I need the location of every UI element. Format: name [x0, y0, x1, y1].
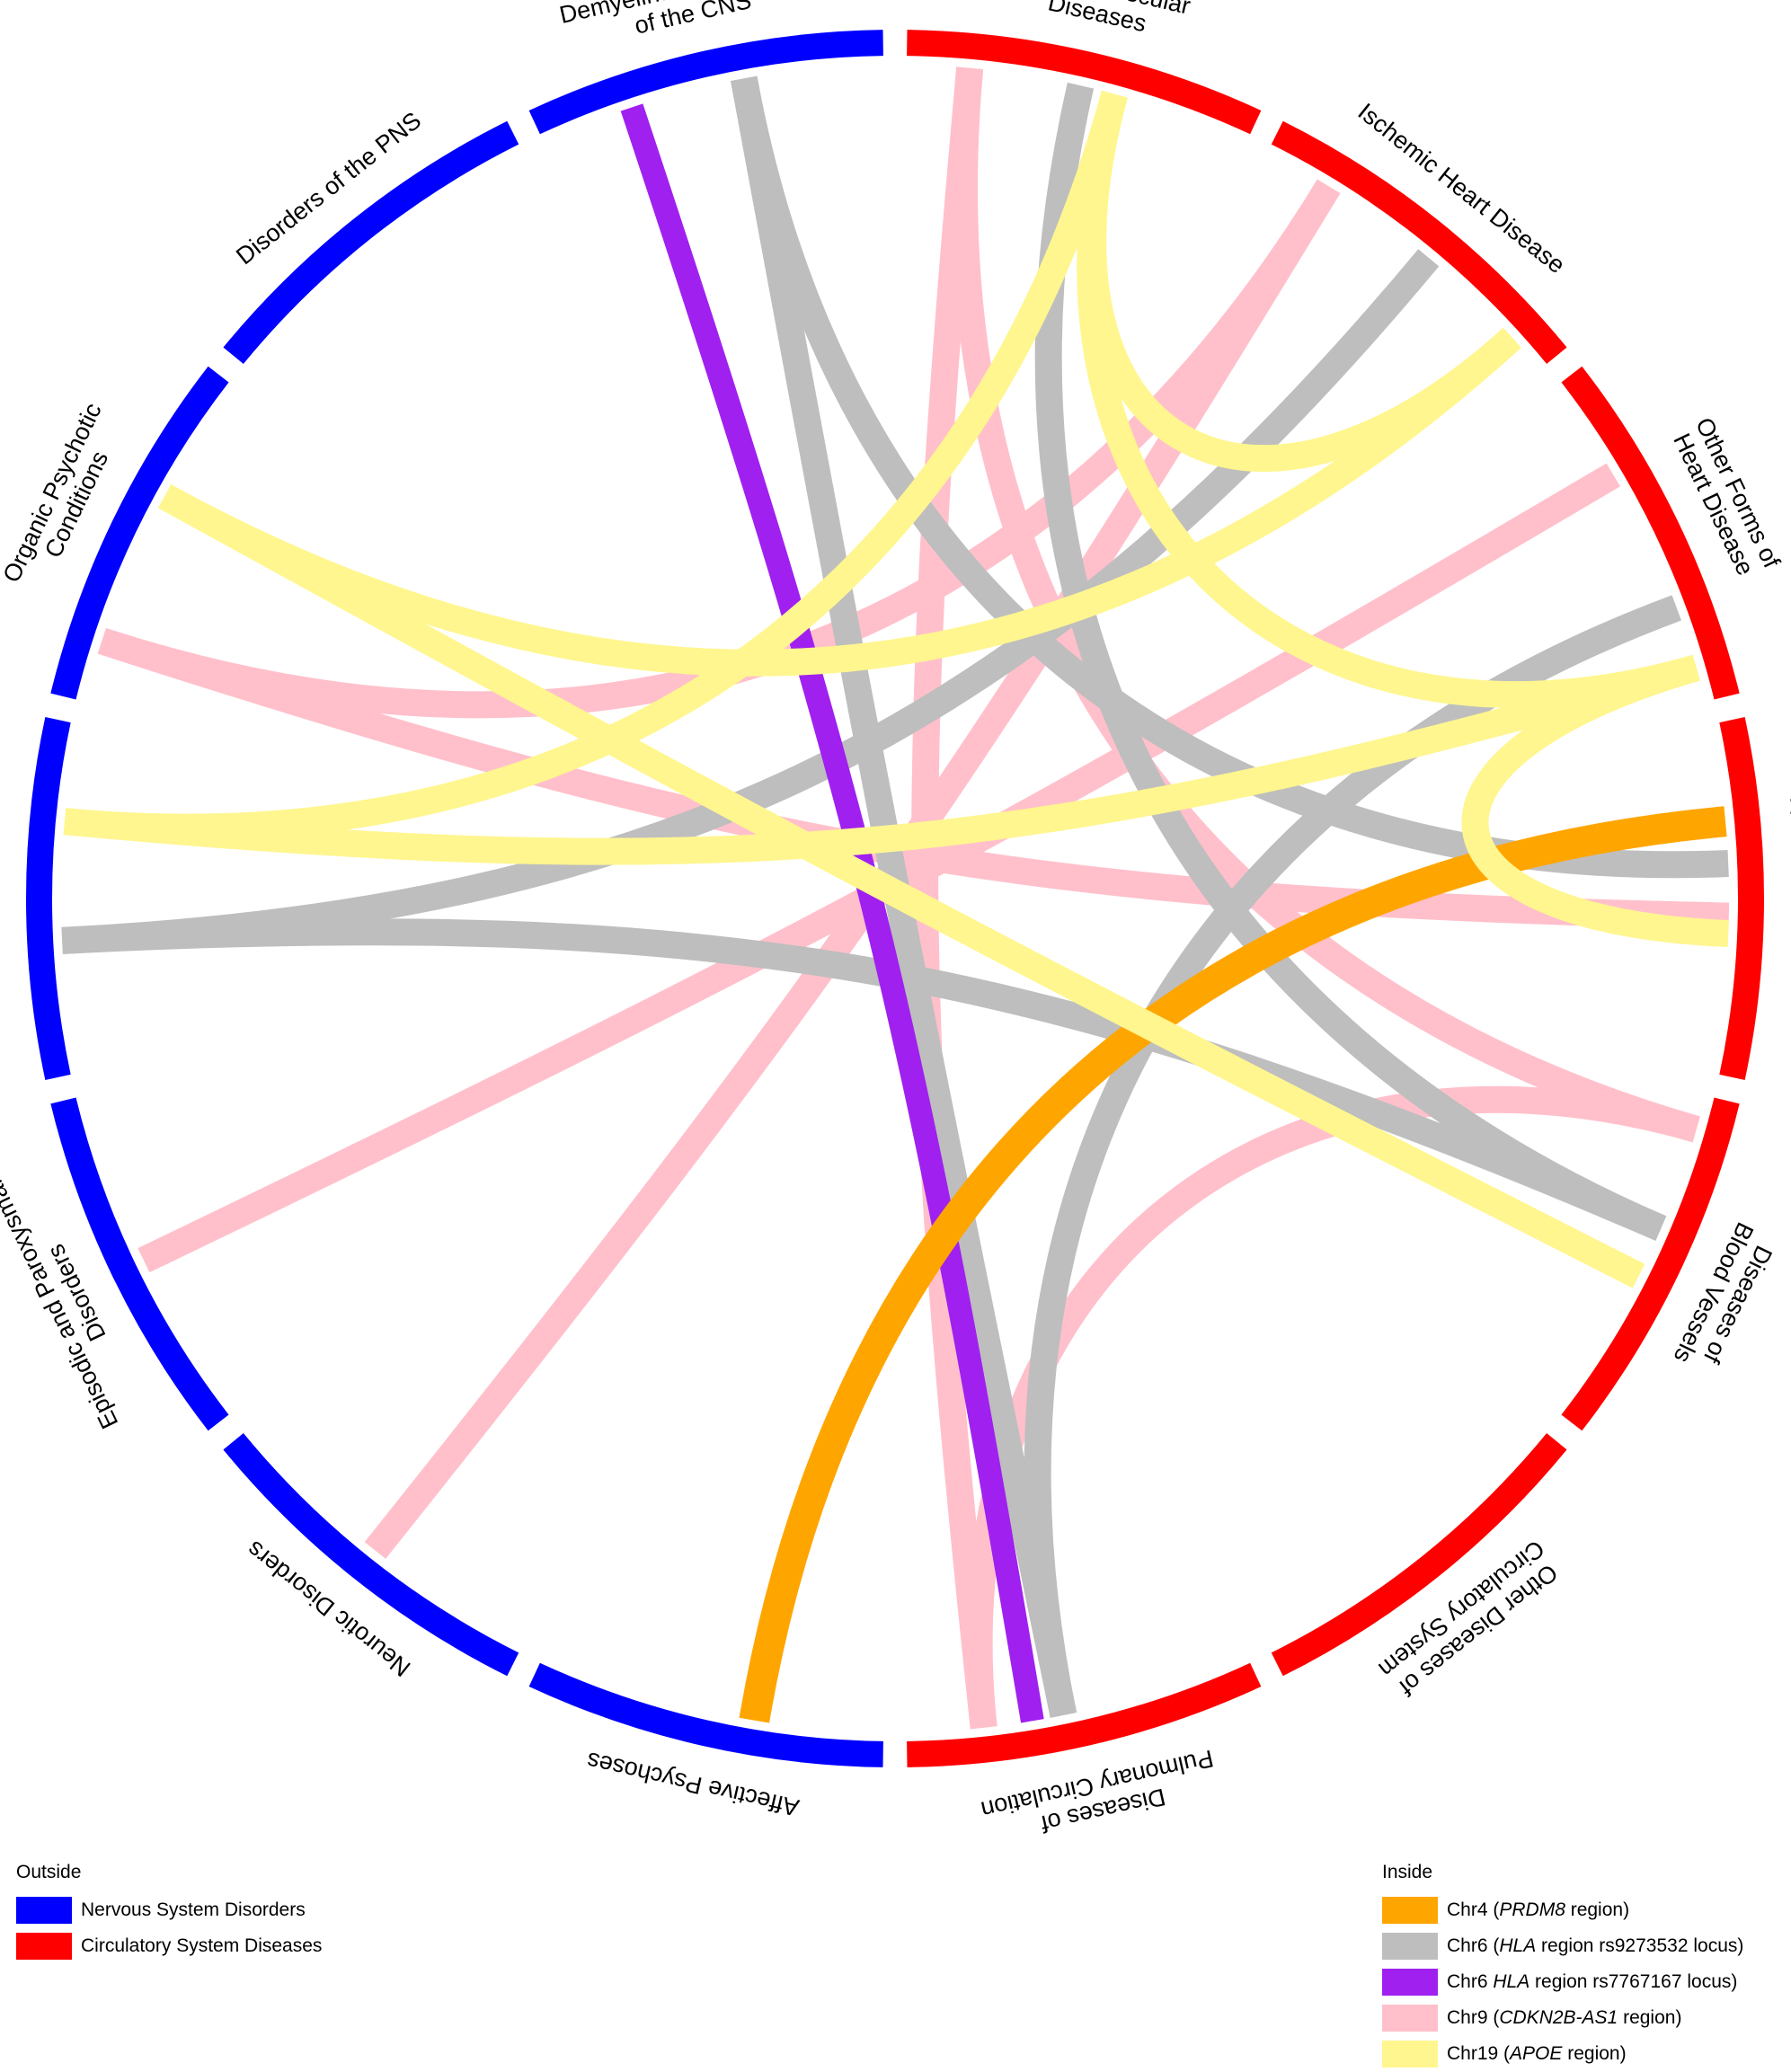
legend-swatch-chr4 [1382, 1897, 1438, 1924]
chord-chr6a-cerebrovascular-blood-vessels [1034, 82, 1667, 1241]
segment-cerebrovascular [907, 30, 1262, 135]
segment-neurotic [223, 1433, 519, 1677]
legend-label-circulatory: Circulatory System Diseases [81, 1935, 323, 1956]
legend-item-chr6-rs7767167: Chr6 HLA region rs7767167 locus) [1382, 1964, 1743, 2000]
segment-blood-vessels [1561, 1097, 1740, 1431]
legend-inside: Inside Chr4 (PRDM8 region) Chr6 (HLA reg… [1382, 1862, 1743, 2072]
segment-pns [223, 120, 519, 364]
segment-label-line: Neurotic Disorders [242, 1536, 416, 1682]
segment-demyelinating [528, 30, 883, 135]
legend-outside-title: Outside [16, 1862, 82, 1882]
segments-layer [25, 30, 1764, 1767]
segment-label-neurotic: Neurotic Disorders [242, 1536, 416, 1682]
chord-chr9-ischemic-heart-organic-psychotic [97, 179, 1341, 719]
segment-pulmonary [907, 1662, 1262, 1767]
legend-swatch-chr19 [1382, 2041, 1438, 2068]
legend-item-chr4: Chr4 (PRDM8 region) [1382, 1892, 1743, 1928]
segment-hypertensive [1719, 717, 1764, 1080]
legend-swatch-nervous [16, 1897, 72, 1924]
legend-item-chr9: Chr9 (CDKN2B-AS1 region) [1382, 2000, 1743, 2036]
segment-label-pulmonary: Diseases ofPulmonary Circulation [979, 1745, 1222, 1850]
legend-label-nervous: Nervous System Disorders [81, 1899, 306, 1920]
legend-label-chr6-rs9273532: Chr6 (HLA region rs9273532 locus) [1447, 1935, 1744, 1956]
segment-other-heart [1561, 366, 1740, 700]
legend-label-chr19: Chr19 (APOE region) [1447, 2043, 1627, 2064]
segment-label-cerebrovascular: CerebrovascularDiseases [1007, 0, 1193, 46]
segment-other-cerebral [25, 717, 71, 1080]
legend-swatch-chr6-rs9273532 [1382, 1933, 1438, 1960]
chord-chr19-cerebrovascular-other-heart [1077, 90, 1700, 709]
chord-chr19-organic-psychotic-blood-vessels [157, 484, 1645, 1288]
segment-label-other-circulatory: Other Diseases ofCirculatory System [1373, 1535, 1566, 1704]
chord-chr19-hypertensive-other-heart [1461, 654, 1729, 948]
legend-swatch-circulatory [16, 1933, 72, 1960]
legend-label-chr9: Chr9 (CDKN2B-AS1 region) [1447, 2007, 1682, 2028]
legend-swatch-chr6-rs7767167 [1382, 1969, 1438, 1996]
chords-layer [61, 66, 1730, 1730]
legend-swatch-chr9 [1382, 2005, 1438, 2032]
legend-item-nervous: Nervous System Disorders [16, 1892, 322, 1928]
legend-outside: Outside Nervous System Disorders Circula… [16, 1862, 322, 1964]
segment-ischemic-heart [1271, 120, 1567, 364]
legend-item-chr6-rs9273532: Chr6 (HLA region rs9273532 locus) [1382, 1928, 1743, 1964]
segment-organic-psychotic [50, 366, 229, 700]
chord-chr6b-pulmonary-demyelinating [620, 103, 1044, 1723]
segment-other-circulatory [1271, 1433, 1567, 1677]
chord-chr19-other-heart-other-cerebral [63, 654, 1700, 865]
legend-item-circulatory: Circulatory System Diseases [16, 1928, 322, 1964]
legend-label-chr6-rs7767167: Chr6 HLA region rs7767167 locus) [1447, 1971, 1738, 1992]
chord-chr9-blood-vessels-pulmonary [965, 1085, 1700, 1730]
legend-inside-title: Inside [1382, 1862, 1433, 1882]
legend-item-chr19: Chr19 (APOE region) [1382, 2036, 1743, 2072]
chord-chr19-ischemic-heart-organic-psychotic [157, 327, 1521, 677]
segment-episodic [50, 1097, 229, 1431]
segment-affective [528, 1662, 883, 1767]
legend-label-chr4: Chr4 (PRDM8 region) [1447, 1899, 1630, 1920]
